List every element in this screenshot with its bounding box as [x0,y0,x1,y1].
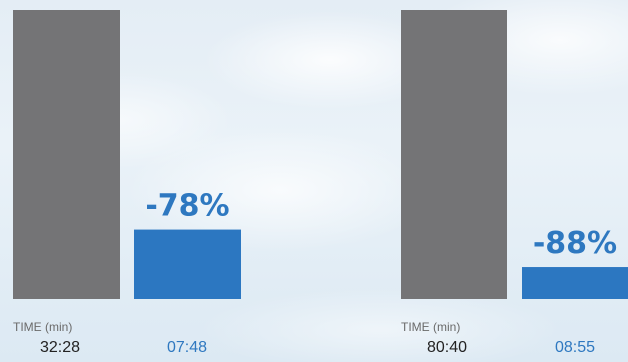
value-before-right: 80:40 [427,339,467,356]
x-axis-title-left: TIME (min) [13,320,72,334]
bar-after-right [522,267,628,299]
x-axis-title-right: TIME (min) [401,320,460,334]
value-before-left: 32:28 [40,339,80,356]
reduction-label-right: -88% [533,226,617,261]
chart-right: -88% TIME (min) 80:40 08:55 [401,10,628,356]
chart-left: -78% TIME (min) 32:28 07:48 [13,10,241,356]
value-after-left: 07:48 [167,339,207,356]
value-after-right: 08:55 [555,339,595,356]
reduction-label-left: -78% [145,189,229,224]
bar-after-left [134,229,241,299]
bar-before-left [13,10,120,299]
bar-before-right [401,10,507,299]
